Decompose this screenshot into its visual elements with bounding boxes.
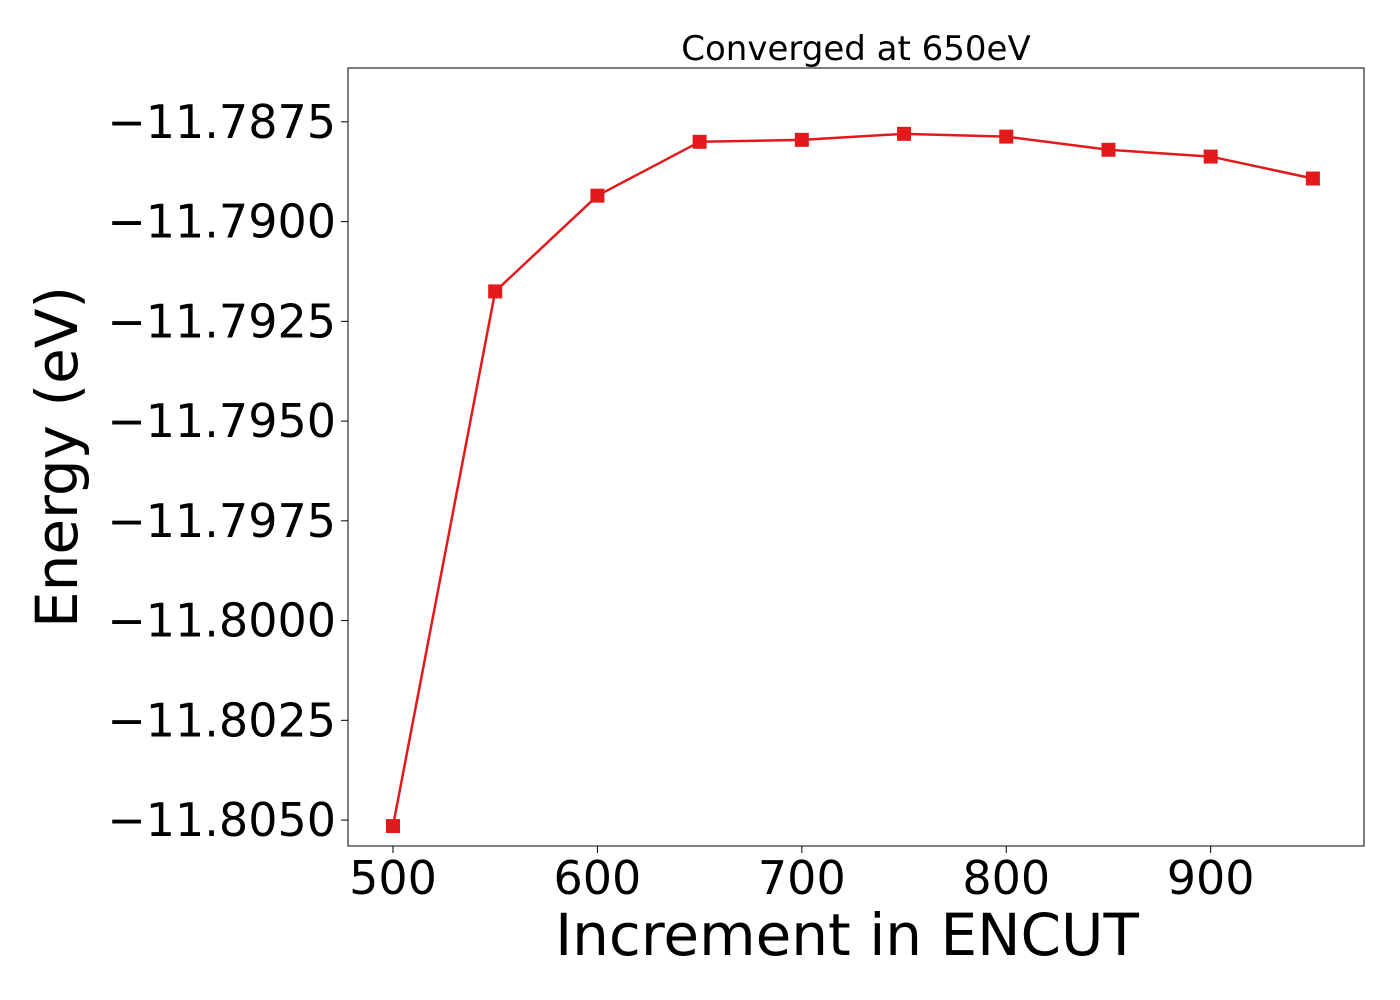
- y-tick-label: −11.7950: [107, 394, 336, 448]
- x-axis-ticks: 500 600 700 800 900: [349, 846, 1255, 905]
- y-tick-label: −11.7975: [107, 494, 336, 548]
- data-point-marker: [1305, 171, 1320, 186]
- y-axis-title: Energy (eV): [23, 286, 91, 628]
- data-point-marker: [590, 188, 605, 203]
- plot-frame: [347, 67, 1365, 847]
- chart-title: Converged at 650eV: [681, 29, 1030, 69]
- y-axis-ticks: −11.7875 −11.7900 −11.7925 −11.7950 −11.7975…: [107, 95, 348, 847]
- data-point-marker: [897, 126, 912, 141]
- x-tick-label: 700: [758, 851, 846, 905]
- data-point-marker: [1203, 149, 1218, 164]
- data-point-marker: [1101, 142, 1116, 157]
- series-layer: [385, 126, 1320, 834]
- data-point-marker: [385, 819, 400, 834]
- data-point-marker: [999, 129, 1014, 144]
- x-tick-label: 800: [962, 851, 1050, 905]
- x-tick-label: 600: [553, 851, 641, 905]
- y-tick-label: −11.8000: [107, 594, 336, 648]
- y-tick-label: −11.8050: [107, 793, 336, 847]
- data-point-marker: [794, 132, 809, 147]
- data-point-marker: [488, 284, 503, 299]
- y-tick-label: −11.7925: [107, 294, 336, 348]
- data-point-marker: [692, 134, 707, 149]
- series-line: [391, 132, 1314, 827]
- x-axis-title: Increment in ENCUT: [555, 901, 1139, 969]
- y-tick-label: −11.8025: [107, 693, 336, 747]
- y-tick-label: −11.7875: [107, 95, 336, 149]
- y-tick-label: −11.7900: [107, 195, 336, 249]
- x-tick-label: 900: [1167, 851, 1255, 905]
- x-tick-label: 500: [349, 851, 437, 905]
